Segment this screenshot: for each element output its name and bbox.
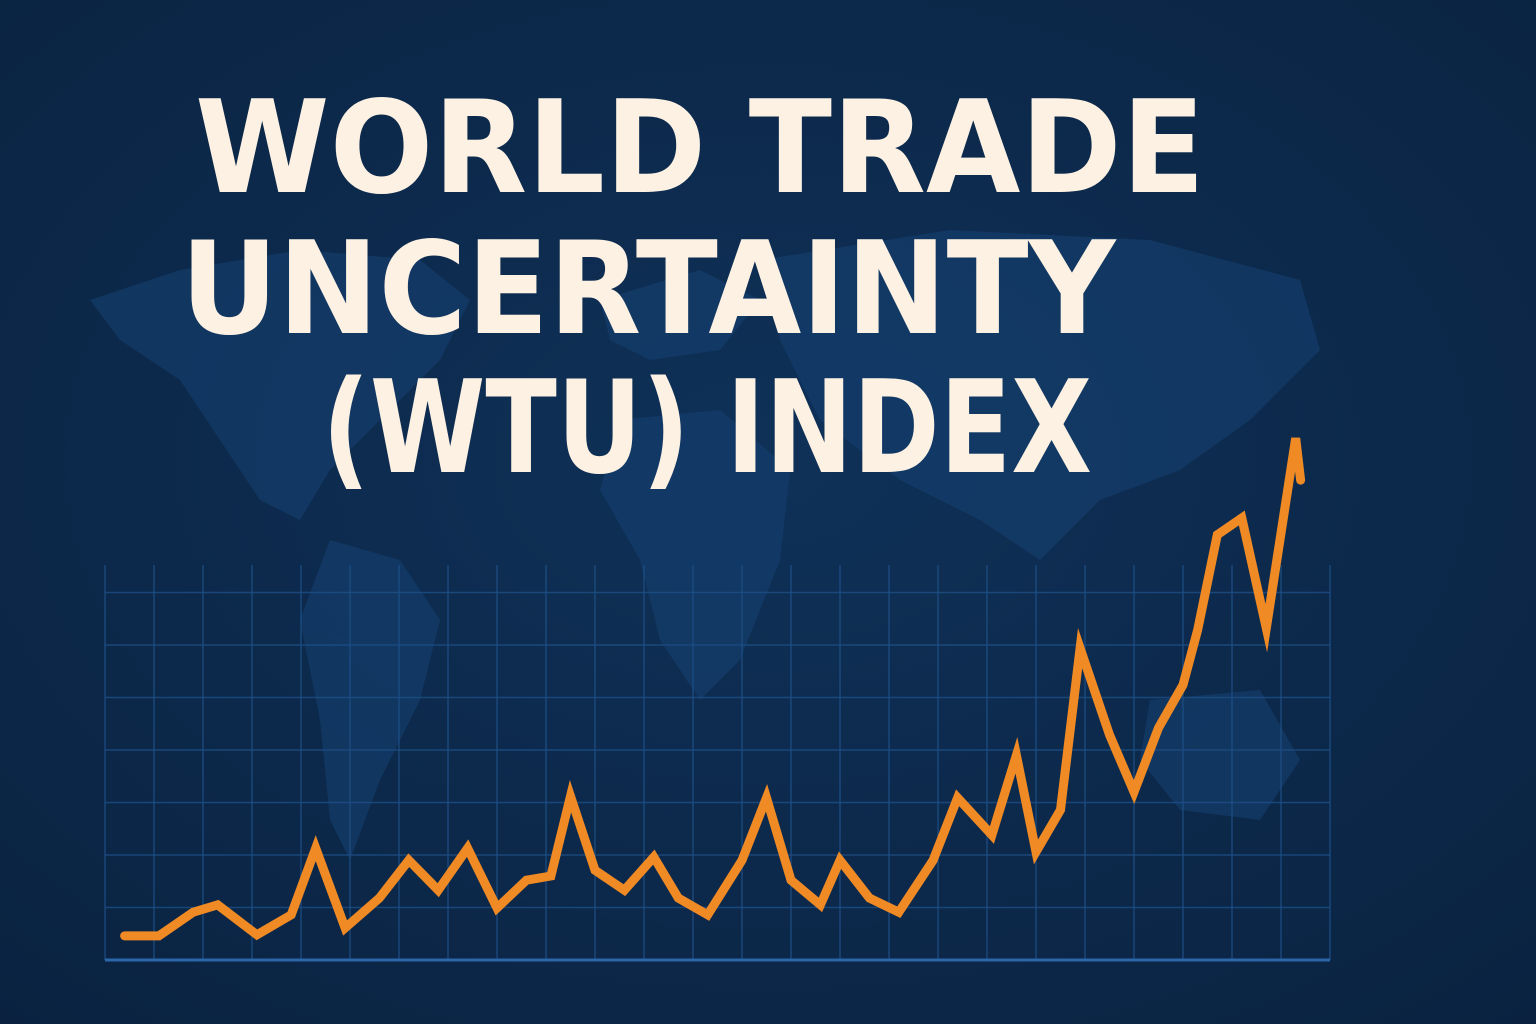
chart-title: WORLD TRADE: [195, 74, 1205, 223]
chart-title: UNCERTAINTY: [181, 215, 1117, 364]
world-map: [90, 230, 1320, 860]
chart-title: (WTU) INDEX: [322, 354, 1092, 503]
data-line: [120, 437, 1306, 941]
